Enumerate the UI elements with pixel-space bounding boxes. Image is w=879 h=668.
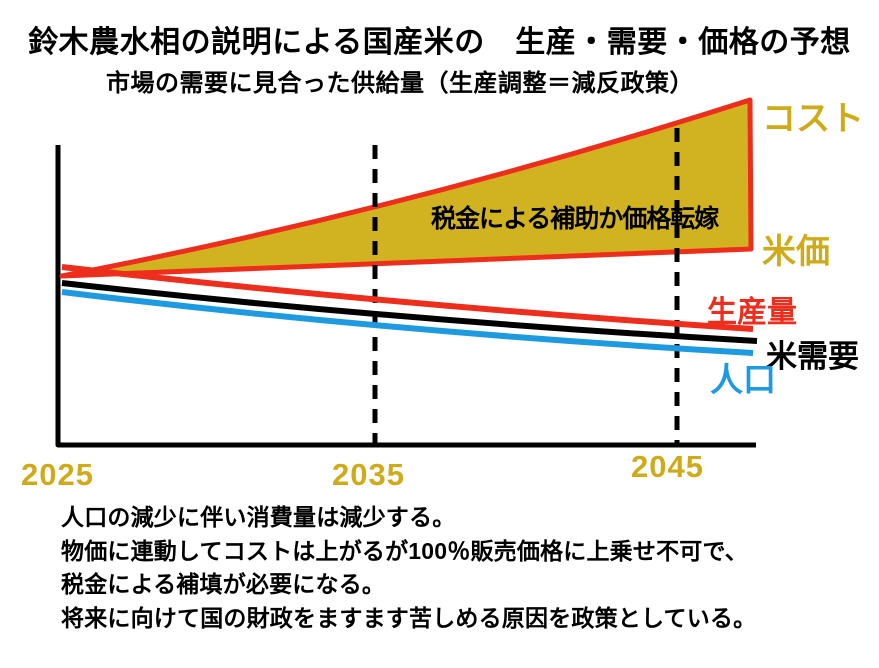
page-subtitle: 市場の需要に見合った供給量（生産調整＝減反政策） [106,70,694,97]
series-label-rice-demand: 米需要 [766,339,859,374]
series-label-cost: コスト [762,100,864,138]
series-label-production: 生産量 [707,296,797,329]
note-line-3: 税金による補填が必要になる。 [61,571,386,597]
series-label-population: 人口 [710,361,776,398]
note-line-4: 将来に向けて国の財政をますます苦しめる原因を政策としている。 [61,604,757,631]
x-tick-2025: 2025 [21,457,94,492]
note-line-1: 人口の減少に伴い消費量は減少する。 [61,504,456,530]
notes-block: 人口の減少に伴い消費量は減少する。 物価に連動してコストは上がるが100％販売価… [61,501,756,635]
series-label-rice-price: 米価 [762,233,830,271]
x-tick-2045: 2045 [631,449,704,484]
band-annotation: 税金による補助か価格転嫁 [431,205,719,233]
x-tick-2035: 2035 [332,457,405,492]
page-title: 鈴木農水相の説明による国産米の 生産・需要・価格の予想 [28,26,851,59]
note-line-2: 物価に連動してコストは上がるが100％販売価格に上乗せ不可で、 [61,537,748,564]
